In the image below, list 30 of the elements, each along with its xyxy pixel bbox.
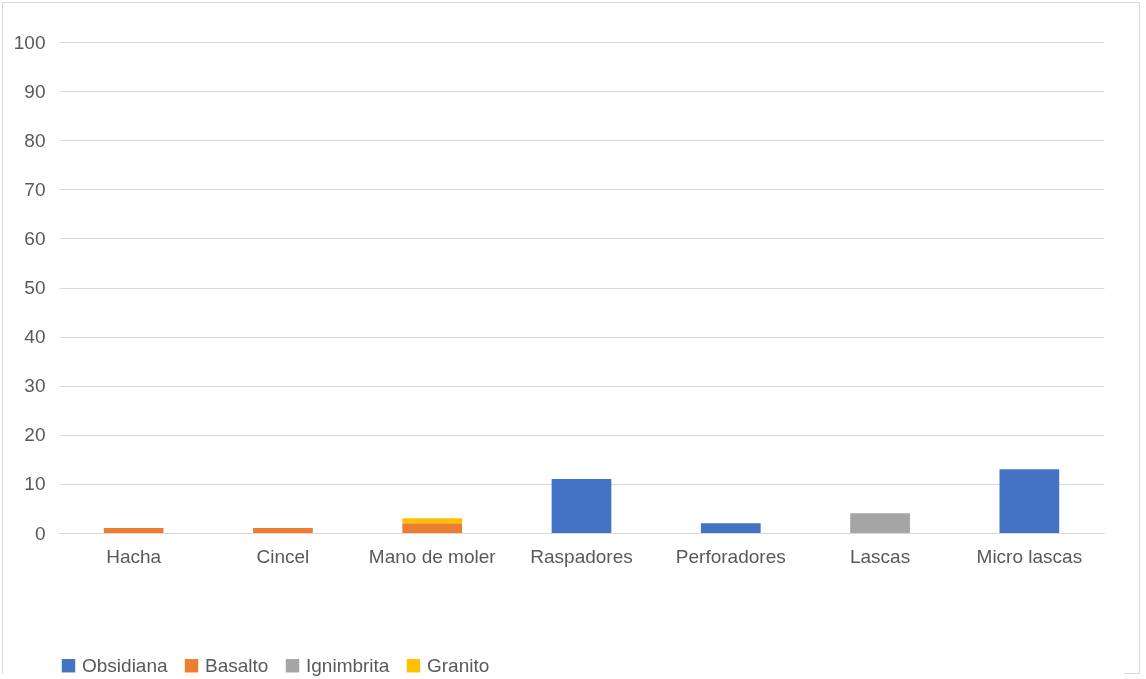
- x-tick-label: Lascas: [849, 545, 911, 567]
- y-tick-label: 70: [24, 178, 46, 200]
- x-tick-label: Cincel: [256, 545, 310, 567]
- x-tick-label: Perforadores: [675, 545, 786, 567]
- y-tick-label: 20: [24, 424, 46, 446]
- x-tick-label: Mano de moler: [368, 545, 497, 567]
- bar: [402, 523, 463, 533]
- bar: [253, 528, 313, 533]
- y-tick-label: 50: [24, 277, 46, 298]
- bar: [402, 518, 463, 524]
- y-tick-label: 0: [34, 522, 46, 544]
- legend-label: Granito: [427, 654, 490, 676]
- y-tick-label: 40: [24, 326, 46, 348]
- y-tick-label: 10: [24, 473, 46, 495]
- bar: [551, 478, 612, 533]
- x-tick-label: Hacha: [106, 545, 162, 567]
- y-tick-label: 90: [24, 80, 46, 102]
- legend-label: Ignimbrita: [306, 654, 390, 676]
- legend-label: Basalto: [205, 654, 269, 676]
- y-tick-label: 80: [24, 129, 46, 151]
- bar: [850, 513, 910, 533]
- legend-label: Obsidiana: [82, 654, 168, 676]
- y-tick-label: 100: [13, 31, 46, 53]
- x-tick-label: Micro lascas: [976, 545, 1083, 567]
- bar: [999, 469, 1060, 533]
- y-tick-label: 30: [24, 375, 46, 397]
- x-tick-label: Raspadores: [530, 545, 633, 567]
- y-tick-label: 60: [24, 227, 46, 249]
- bar: [103, 528, 164, 533]
- bar: [700, 523, 761, 533]
